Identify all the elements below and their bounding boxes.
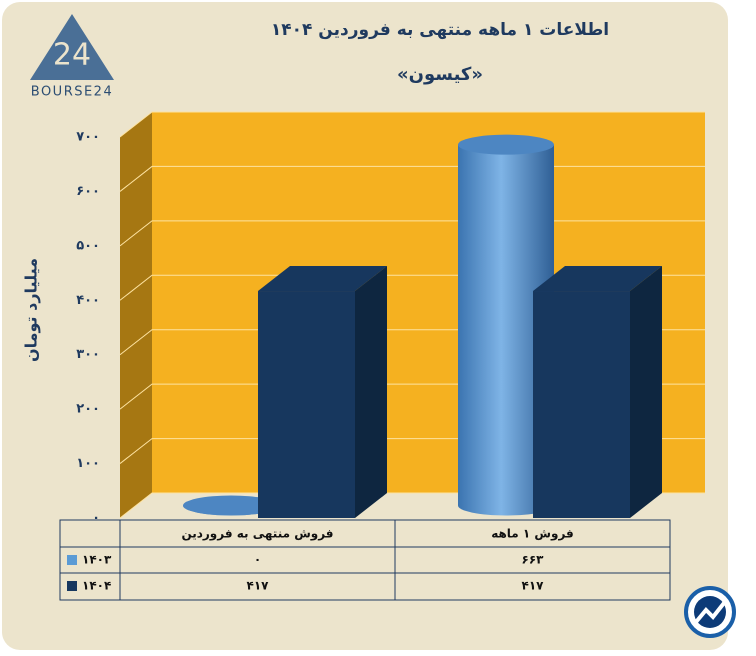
legend-label: ۱۴۰۴ [82,579,111,593]
cylinder-top [458,134,554,155]
y-tick-label: ۵۰۰ [76,238,100,253]
category-label: فروش ۱ ماهه [491,527,574,542]
legend-label: ۱۴۰۳ [82,553,112,567]
logo: 24 BOURSE24 [30,14,114,100]
chart-title: اطلاعات ۱ ماهه منتهی به فروردین ۱۴۰۴ [271,20,609,40]
table-value: ۶۶۳ [522,553,545,567]
grid-line [119,111,705,138]
y-tick-label: ۴۰۰ [76,293,100,308]
box-side [630,266,662,518]
box-front [258,291,355,518]
box-side [355,266,387,518]
data-table [59,519,671,601]
y-tick-label: ۷۰۰ [76,130,100,145]
y-tick-label: ۱۰۰ [76,456,100,471]
box-top [533,266,662,292]
bar-box [533,266,662,518]
box-top [258,266,387,292]
table-value: ۴۱۷ [247,579,270,593]
y-tick-label: ۶۰۰ [76,184,100,199]
corner-icon [684,586,736,638]
box-front [533,291,630,518]
table-value: ۰ [254,553,261,567]
bar-cylinder [183,495,279,516]
y-tick-label: ۰ [92,511,100,526]
side-wall [120,112,152,518]
cylinder-top [183,495,279,516]
legend-swatch [67,581,77,591]
logo-mark: 24 [53,38,91,73]
table-value: ۴۱۷ [522,579,545,593]
cylinder-body [458,144,554,516]
chart-subtitle: «کیسون» [397,64,483,85]
y-axis-label: میلیارد تومان [22,258,41,362]
bar-cylinder [458,134,554,516]
logo-text: BOURSE24 [31,85,113,100]
category-label: فروش منتهی به فروردین [181,527,333,542]
bar-box [258,266,387,518]
y-tick-label: ۳۰۰ [76,347,100,362]
y-tick-label: ۲۰۰ [76,402,100,417]
legend-swatch [67,555,77,565]
